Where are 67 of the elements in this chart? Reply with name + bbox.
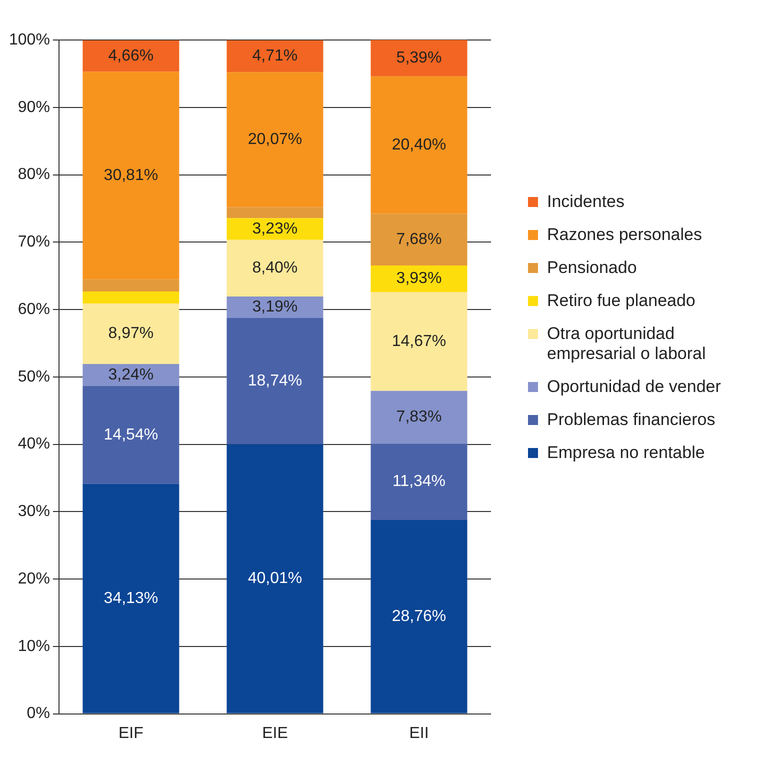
data-label: 4,66% [108, 47, 154, 64]
legend-label: Oportunidad de vender [547, 377, 721, 397]
data-label: 40,01% [248, 570, 302, 588]
bar [370, 76, 468, 214]
bar [226, 218, 324, 240]
data-label: 8,40% [252, 260, 298, 277]
legend-label: Razones personales [547, 225, 702, 245]
data-label: 3,24% [108, 366, 154, 384]
x-tick-label: EIF [118, 724, 144, 742]
legend-label: Pensionado [547, 258, 637, 278]
bar [226, 240, 324, 296]
y-tick-label: 90% [18, 98, 50, 116]
legend-label: Problemas financieros [547, 410, 716, 430]
data-label: 7,68% [396, 231, 442, 248]
bar [82, 72, 180, 280]
bar [82, 484, 180, 714]
bar [370, 266, 468, 292]
legend-label: Retiro fue planeado [547, 291, 696, 311]
y-tick-label: 0% [26, 705, 50, 722]
data-label: 5,39% [396, 50, 442, 67]
data-label: 3,19% [252, 298, 298, 316]
y-tick-label: 70% [18, 234, 50, 251]
bar [370, 292, 468, 391]
bar [370, 390, 468, 444]
data-label: 8,97% [108, 325, 154, 342]
bar [370, 214, 468, 266]
y-tick-label: 50% [18, 368, 50, 386]
bar [226, 72, 324, 208]
bar [226, 40, 324, 72]
bar [82, 291, 180, 304]
data-label: 14,54% [104, 426, 158, 444]
y-tick-label: 10% [18, 638, 50, 655]
data-label: 28,76% [392, 608, 446, 626]
data-label: 14,67% [392, 332, 446, 350]
legend-label: Otra oportunidad empresarial o laboral [547, 324, 707, 364]
data-label: 18,74% [248, 372, 302, 390]
x-tick-label: EIE [262, 724, 288, 742]
x-tick-label: EII [409, 724, 429, 742]
bar [370, 40, 468, 76]
y-tick-label: 30% [18, 503, 50, 520]
bar [82, 40, 180, 72]
data-label: 34,13% [104, 590, 158, 607]
bar [82, 279, 180, 292]
bar [370, 520, 468, 714]
data-label: 7,83% [396, 408, 442, 426]
data-label: 3,93% [396, 270, 442, 288]
legend-label: Incidentes [547, 192, 624, 212]
bar [370, 444, 468, 520]
bar [82, 386, 180, 484]
y-tick-label: 60% [18, 300, 50, 318]
bar [226, 207, 324, 218]
bar [226, 296, 324, 318]
y-tick-label: 20% [18, 570, 50, 588]
data-label: 4,71% [252, 48, 298, 65]
legend-label: Empresa no rentable [547, 443, 705, 463]
data-label: 20,07% [248, 131, 302, 148]
data-label: 20,40% [392, 136, 446, 154]
bar [226, 318, 324, 444]
data-label: 3,23% [252, 220, 298, 238]
bar [82, 364, 180, 386]
y-tick-label: 40% [18, 436, 50, 453]
bar [82, 304, 180, 364]
data-label: 30,81% [104, 166, 158, 184]
y-tick-label: 100% [9, 31, 50, 48]
data-label: 11,34% [392, 473, 446, 490]
bar [226, 444, 324, 714]
y-tick-label: 80% [18, 166, 50, 184]
